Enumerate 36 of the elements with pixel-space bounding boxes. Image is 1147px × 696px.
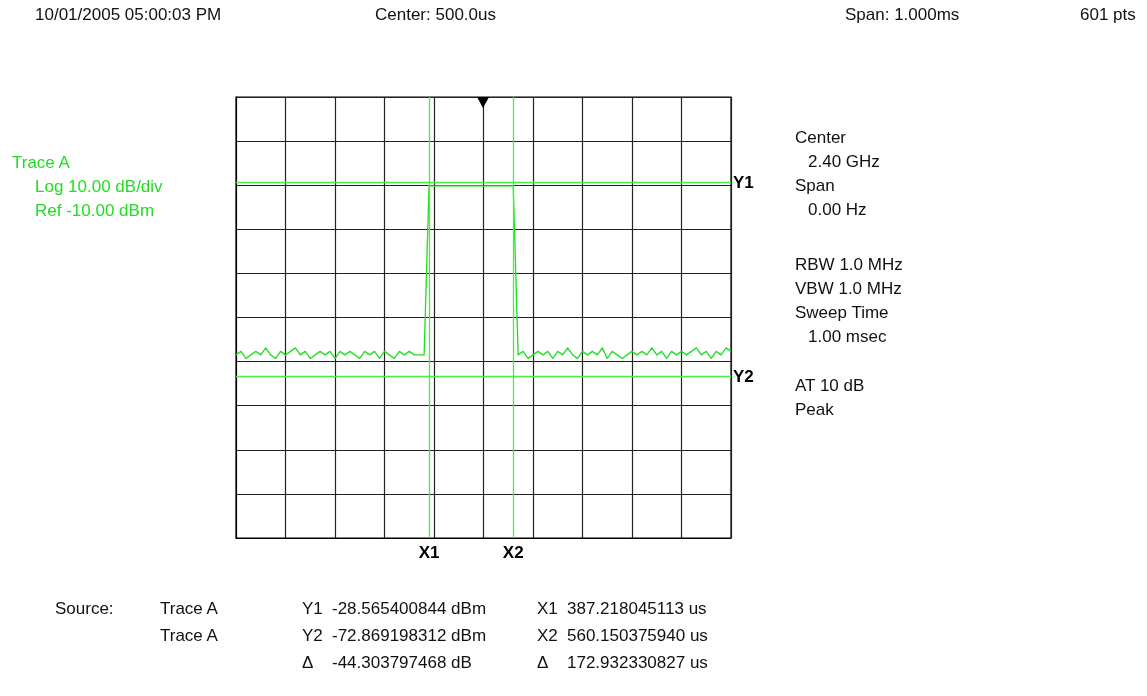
text: Sweep Time bbox=[795, 303, 889, 322]
text: 2.40 GHz bbox=[808, 152, 880, 171]
text: Y2 bbox=[302, 626, 323, 645]
text: 1.00 msec bbox=[808, 327, 887, 346]
text: Δ bbox=[537, 653, 549, 672]
text: Log 10.00 dB/div bbox=[35, 177, 164, 196]
text: X2 bbox=[537, 626, 558, 645]
text: RBW 1.0 MHz bbox=[795, 255, 903, 274]
text: Y1 bbox=[302, 599, 323, 618]
text: Span bbox=[795, 176, 835, 195]
text: 387.218045113 us bbox=[567, 599, 707, 618]
text: Span: 1.000ms bbox=[845, 5, 960, 24]
text: X1 bbox=[537, 599, 558, 618]
text: 10/01/2005 05:00:03 PM bbox=[35, 5, 222, 24]
text: Center bbox=[795, 128, 847, 147]
text: VBW 1.0 MHz bbox=[795, 279, 902, 298]
text: AT 10 dB bbox=[795, 376, 865, 395]
text: Trace A bbox=[160, 626, 219, 645]
text: 601 pts bbox=[1080, 5, 1136, 24]
text: Δ bbox=[302, 653, 314, 672]
source-note: Source: bbox=[55, 599, 114, 618]
text: Center: 500.0us bbox=[375, 5, 496, 24]
text: -72.869198312 dBm bbox=[332, 626, 487, 645]
text: 0.00 Hz bbox=[808, 200, 867, 219]
ref-line-label: Y1 bbox=[733, 172, 754, 192]
text: Trace A bbox=[12, 153, 71, 172]
ref-line-label: Y2 bbox=[733, 366, 754, 386]
text: Peak bbox=[795, 400, 835, 419]
text: Ref -10.00 dBm bbox=[35, 201, 155, 220]
text: -44.303797468 dB bbox=[332, 653, 472, 672]
text: 560.150375940 us bbox=[567, 626, 708, 645]
text: Trace A bbox=[160, 599, 219, 618]
text: -28.565400844 dBm bbox=[332, 599, 487, 618]
text: 172.932330827 us bbox=[567, 653, 708, 672]
text: X1 bbox=[418, 543, 440, 562]
text: X2 bbox=[502, 543, 524, 562]
